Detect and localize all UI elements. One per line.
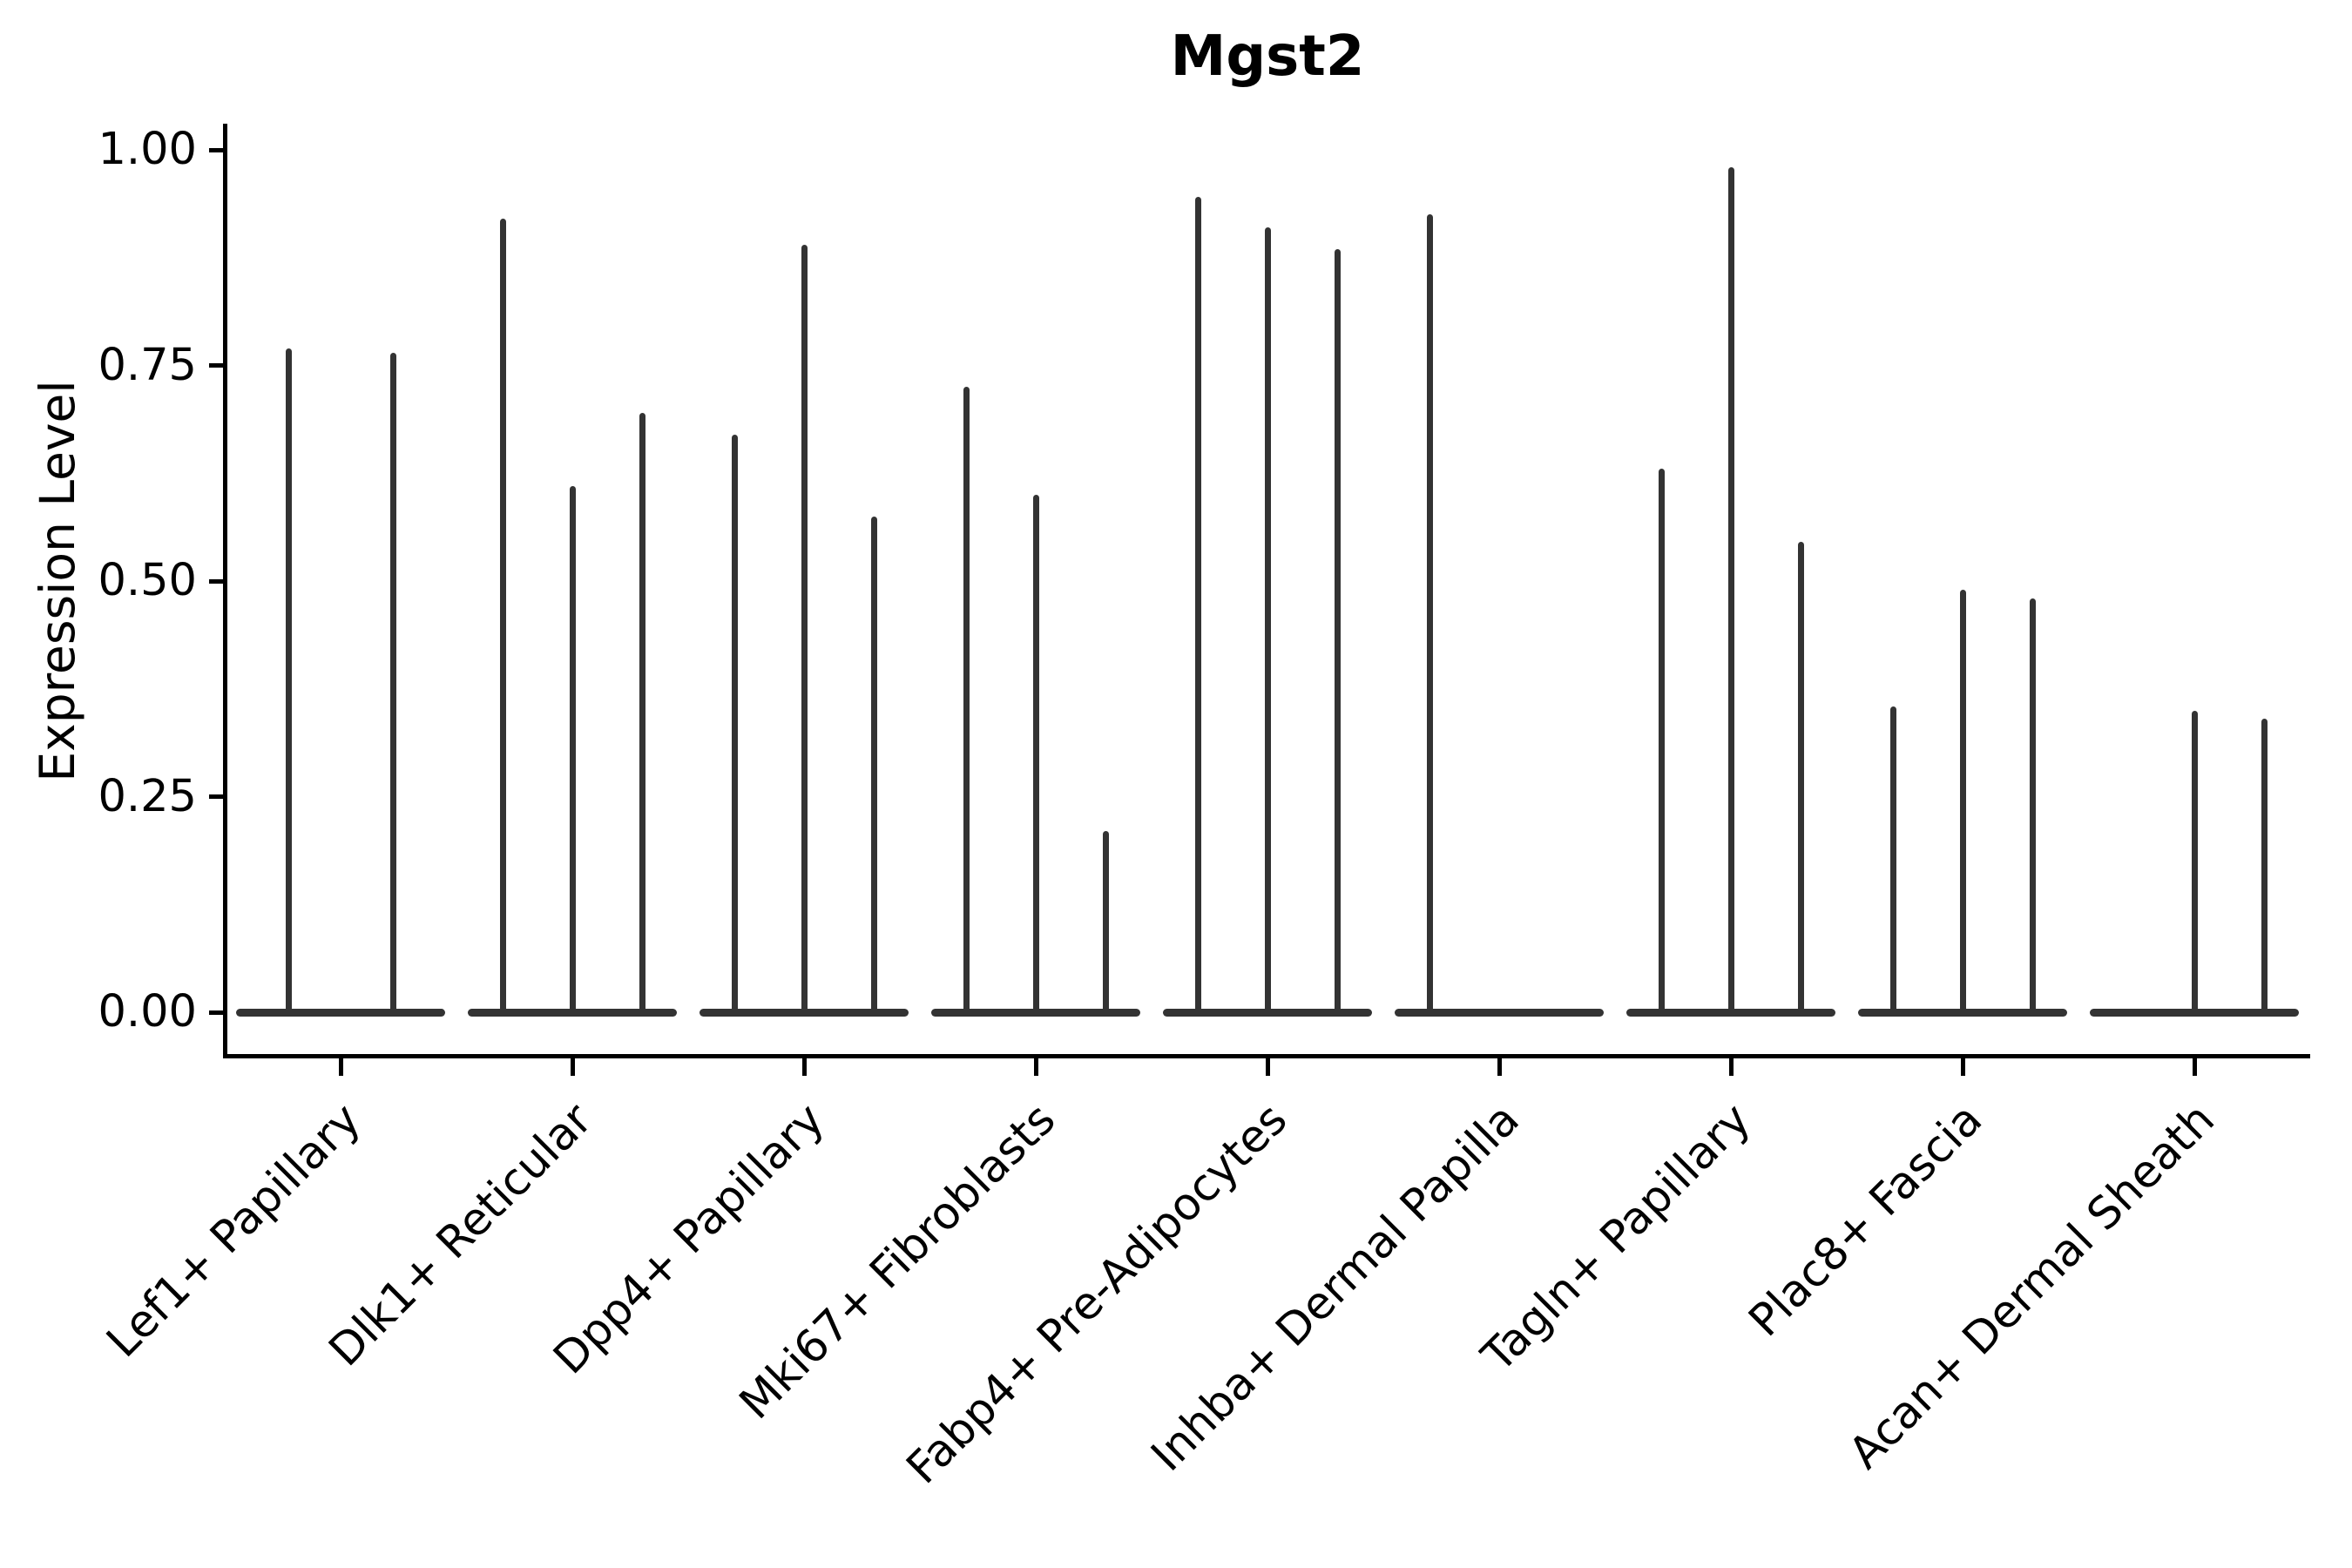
violin-spike <box>1102 831 1109 1014</box>
violin-spike <box>639 412 645 1014</box>
x-tick <box>801 1058 807 1076</box>
violin-spike <box>801 244 808 1014</box>
y-tick <box>209 794 223 799</box>
x-tick <box>1960 1058 1965 1076</box>
x-tick-label: Plac8+ Fascia <box>1740 1093 1993 1348</box>
x-axis-spine <box>223 1054 2310 1058</box>
violin-spike <box>499 219 506 1014</box>
y-tick-label: 0.75 <box>98 339 197 391</box>
violin-base <box>1395 1008 1604 1017</box>
x-tick-label: Inhba+ Dermal Papilla <box>1141 1093 1530 1482</box>
violin-spike <box>2261 719 2268 1014</box>
y-tick <box>209 363 223 368</box>
y-tick-label: 0.25 <box>98 770 197 822</box>
violin-spike <box>963 387 970 1014</box>
violin-spike <box>389 352 396 1014</box>
violin-spike <box>1032 495 1039 1014</box>
x-tick <box>1728 1058 1734 1076</box>
x-tick <box>1497 1058 1502 1076</box>
violin-spike <box>1727 166 1734 1014</box>
y-tick-label: 0.50 <box>98 555 197 606</box>
x-tick <box>2192 1058 2197 1076</box>
y-tick-label: 1.00 <box>98 124 197 175</box>
x-tick-label: Fabp4+ Pre-Adipocytes <box>897 1093 1298 1495</box>
violin-spike <box>731 434 738 1014</box>
violin-spike <box>1959 589 1966 1014</box>
y-tick <box>209 147 223 152</box>
violin-spike <box>2029 598 2036 1014</box>
y-tick <box>209 578 223 584</box>
violin-spike <box>1889 706 1896 1014</box>
violin-spike <box>1264 227 1271 1014</box>
violin-base <box>236 1008 445 1017</box>
y-axis-spine <box>223 124 227 1058</box>
violin-spike <box>285 348 292 1014</box>
x-tick <box>1033 1058 1038 1076</box>
violin-spike <box>569 486 576 1014</box>
violin-spike <box>1334 248 1341 1014</box>
y-tick <box>209 1010 223 1015</box>
violin-spike <box>1426 214 1433 1014</box>
x-tick <box>338 1058 343 1076</box>
violin-spike <box>2191 710 2198 1014</box>
violin-spike <box>1797 542 1804 1014</box>
violin-spike <box>870 516 877 1014</box>
x-tick-label: Lef1+ Papillary <box>97 1093 371 1368</box>
violin-spike <box>1658 469 1665 1014</box>
y-tick-label: 0.00 <box>98 986 197 1037</box>
chart-title: Mgst2 <box>1170 24 1365 89</box>
x-tick <box>570 1058 575 1076</box>
x-tick <box>1265 1058 1270 1076</box>
violin-spike <box>1194 197 1201 1014</box>
